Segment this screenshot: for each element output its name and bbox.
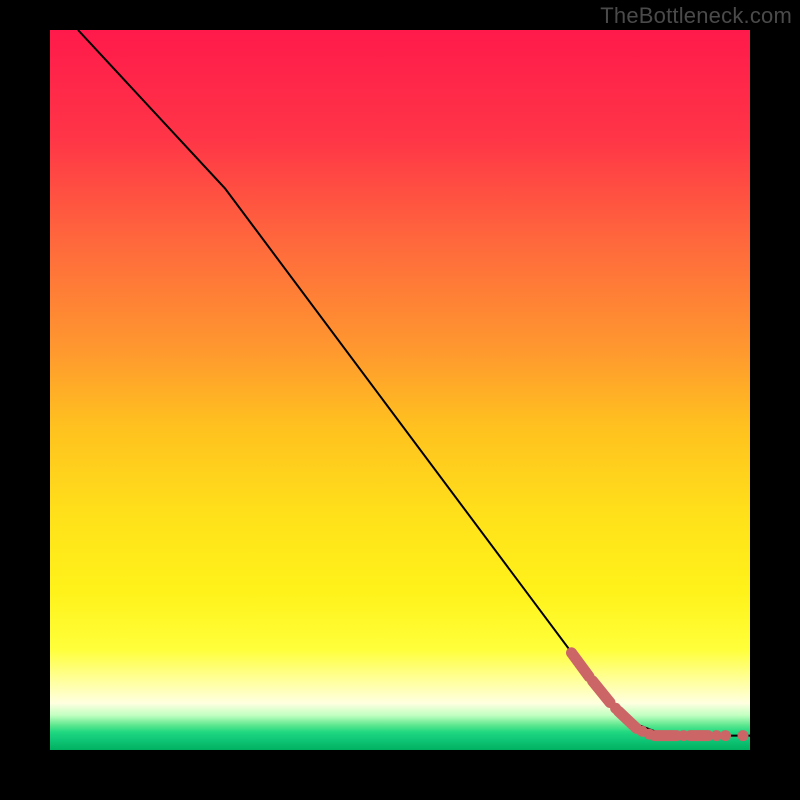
chart-container: TheBottleneck.com bbox=[0, 0, 800, 800]
gradient-background bbox=[50, 30, 750, 750]
watermark-text: TheBottleneck.com bbox=[600, 3, 792, 29]
data-marker-dot bbox=[720, 730, 731, 741]
data-marker-dot bbox=[738, 730, 749, 741]
plot-svg bbox=[50, 30, 750, 750]
plot-area bbox=[50, 30, 750, 750]
